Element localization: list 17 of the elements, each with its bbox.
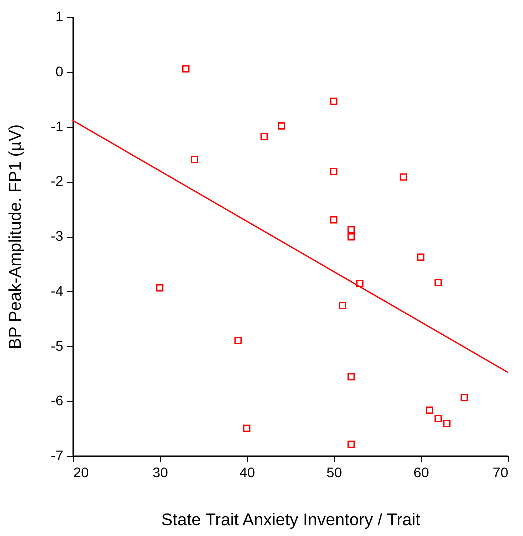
x-tick-label: 20 <box>74 464 90 480</box>
y-tick-label: -5 <box>51 338 64 354</box>
y-tick-label: 0 <box>56 63 64 80</box>
y-tick-label: -3 <box>51 228 64 244</box>
x-axis-title: State Trait Anxiety Inventory / Trait <box>162 510 421 530</box>
x-tick-label: 30 <box>152 464 168 480</box>
y-tick-label: -4 <box>51 282 64 299</box>
y-axis-title: BP Peak-Amplitude. FP1 (µV) <box>6 124 26 350</box>
y-tick-label: -1 <box>51 118 64 134</box>
x-tick-label: 60 <box>414 464 430 480</box>
x-tick-label: 40 <box>240 464 256 480</box>
y-tick-label: -6 <box>51 392 64 409</box>
y-tick-label: -2 <box>51 173 64 190</box>
y-tick-label: -7 <box>51 448 64 464</box>
x-tick-label: 70 <box>492 464 509 480</box>
y-tick-label: 1 <box>56 8 64 24</box>
x-tick-label: 50 <box>326 464 342 480</box>
